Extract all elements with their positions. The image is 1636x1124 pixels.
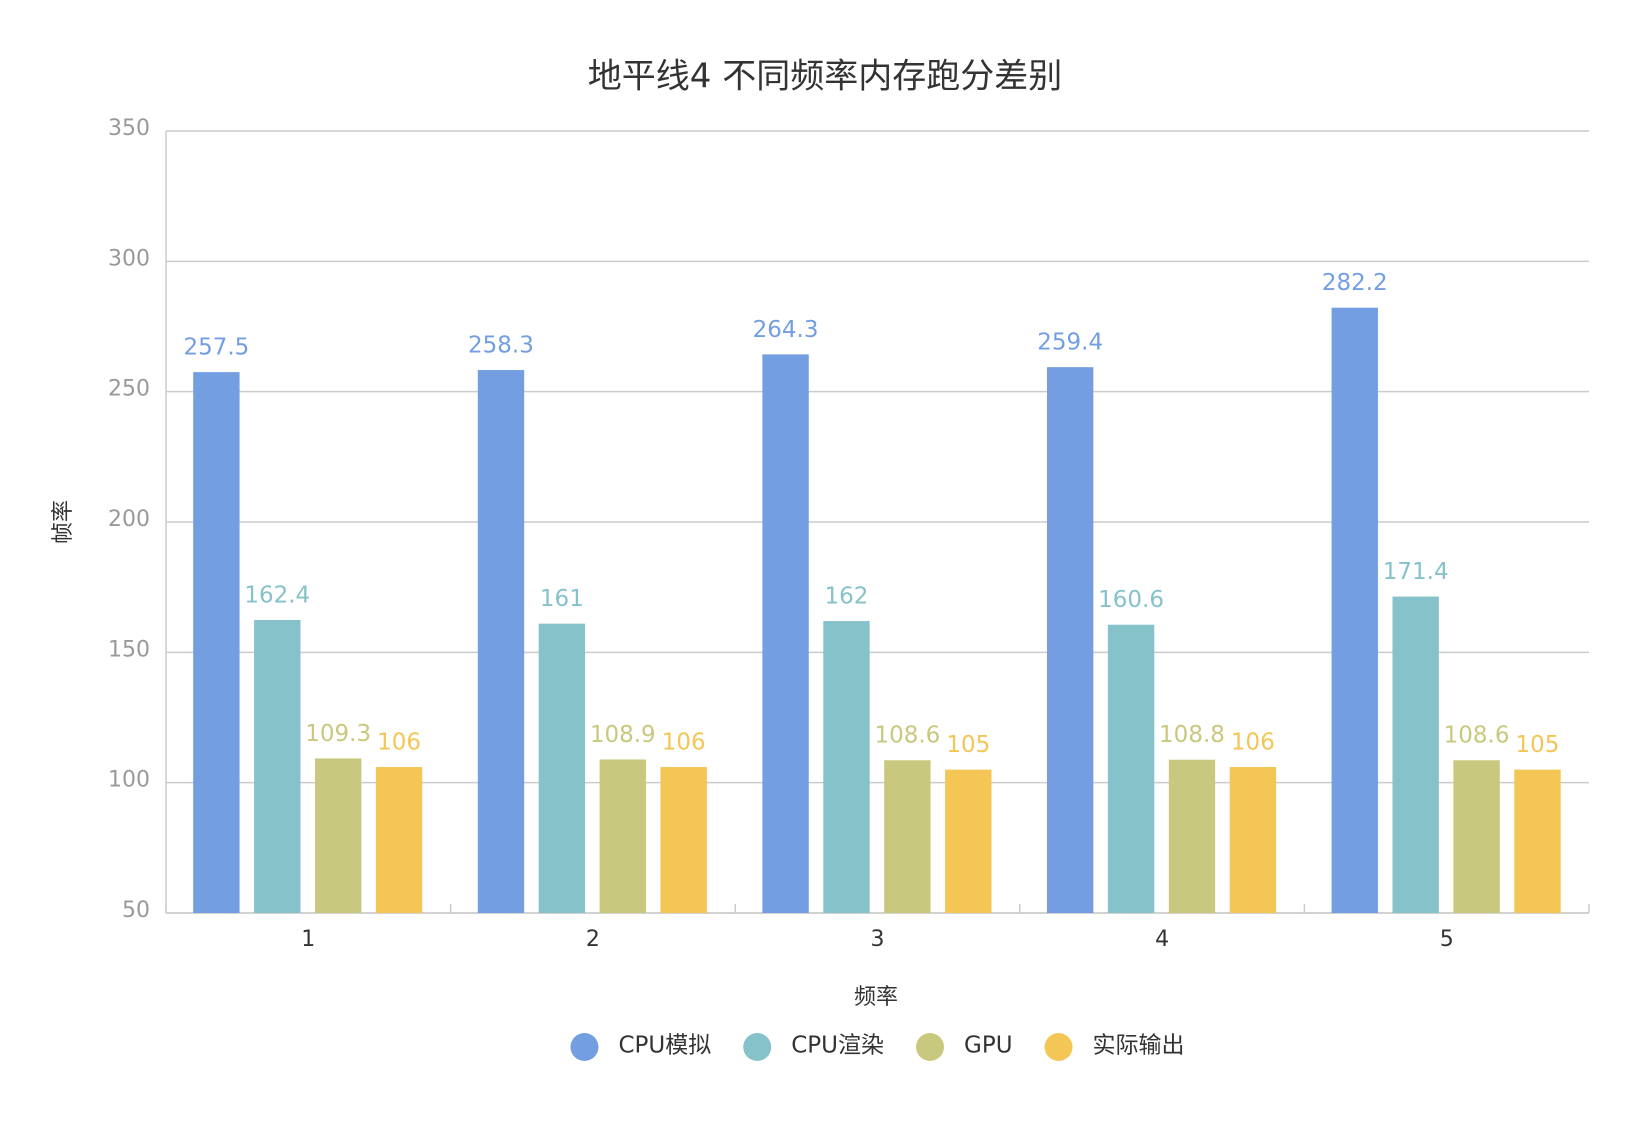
y-tick-label: 250 xyxy=(108,377,150,402)
value-label: 162 xyxy=(825,584,869,610)
legend-label: GPU xyxy=(964,1033,1013,1059)
bar xyxy=(762,354,809,913)
value-label: 109.3 xyxy=(305,721,371,747)
value-label: 161 xyxy=(540,586,584,612)
bar xyxy=(1107,624,1155,913)
bar xyxy=(1453,760,1500,913)
bar xyxy=(823,621,870,913)
y-tick-label: 50 xyxy=(122,898,150,923)
bar xyxy=(1392,596,1439,913)
value-label: 162.4 xyxy=(244,583,310,609)
y-tick-label: 100 xyxy=(108,768,150,793)
x-tick-label: 1 xyxy=(301,927,315,952)
value-label: 282.2 xyxy=(1322,270,1388,296)
bar xyxy=(477,370,525,913)
bar xyxy=(1229,767,1277,913)
bar xyxy=(1168,759,1216,913)
bar xyxy=(314,758,362,913)
bar xyxy=(538,623,586,913)
legend-marker xyxy=(743,1033,772,1061)
value-label: 105 xyxy=(946,732,990,758)
value-label: 108.6 xyxy=(874,723,940,749)
value-label: 106 xyxy=(377,730,421,756)
value-label: 259.4 xyxy=(1037,330,1103,356)
value-label: 106 xyxy=(1231,730,1275,756)
y-tick-label: 350 xyxy=(108,116,150,141)
bar xyxy=(1331,307,1378,913)
bar xyxy=(884,760,931,913)
legend-label: 实际输出 xyxy=(1093,1033,1185,1059)
value-label: 108.9 xyxy=(590,722,656,748)
y-tick-label: 300 xyxy=(108,246,150,271)
legend-marker xyxy=(1044,1033,1073,1061)
bar xyxy=(599,759,646,913)
bar xyxy=(660,767,707,913)
value-label: 105 xyxy=(1516,732,1560,758)
value-label: 106 xyxy=(662,730,706,756)
legend-marker xyxy=(570,1033,599,1061)
x-tick-label: 2 xyxy=(586,927,600,952)
legend-marker xyxy=(916,1033,944,1061)
value-label: 160.6 xyxy=(1098,587,1164,613)
x-tick-label: 3 xyxy=(871,927,885,952)
bar xyxy=(1046,367,1094,913)
legend-label: CPU模拟 xyxy=(618,1033,711,1059)
bar xyxy=(193,372,240,913)
value-label: 108.8 xyxy=(1159,722,1225,748)
bar xyxy=(945,769,992,913)
value-label: 257.5 xyxy=(183,335,249,361)
value-label: 108.6 xyxy=(1444,723,1510,749)
x-tick-label: 5 xyxy=(1440,927,1454,952)
bar xyxy=(1514,769,1561,913)
y-axis-label: 帧率 xyxy=(51,500,76,544)
x-axis-label: 频率 xyxy=(854,985,898,1010)
x-tick-label: 4 xyxy=(1155,927,1169,952)
y-tick-label: 200 xyxy=(108,507,150,532)
bar xyxy=(254,620,301,913)
value-label: 264.3 xyxy=(753,317,819,343)
bar xyxy=(375,767,423,913)
chart-title: 地平线4 不同频率内存跑分差别 xyxy=(588,57,1062,97)
legend-label: CPU渲染 xyxy=(791,1033,884,1059)
y-tick-label: 150 xyxy=(108,637,150,662)
value-label: 171.4 xyxy=(1383,559,1449,585)
value-label: 258.3 xyxy=(468,333,534,359)
